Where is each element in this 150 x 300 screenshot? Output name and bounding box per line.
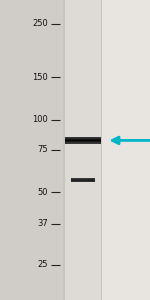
Text: 100: 100: [32, 115, 48, 124]
Text: 50: 50: [38, 188, 48, 197]
Text: 75: 75: [37, 145, 48, 154]
Text: 150: 150: [32, 73, 48, 82]
Bar: [102, 0, 150, 300]
Bar: [63, 0, 102, 300]
Text: 25: 25: [38, 260, 48, 269]
Text: 37: 37: [37, 219, 48, 228]
Bar: [64, 0, 100, 300]
Text: 250: 250: [32, 19, 48, 28]
Bar: [0, 0, 63, 300]
